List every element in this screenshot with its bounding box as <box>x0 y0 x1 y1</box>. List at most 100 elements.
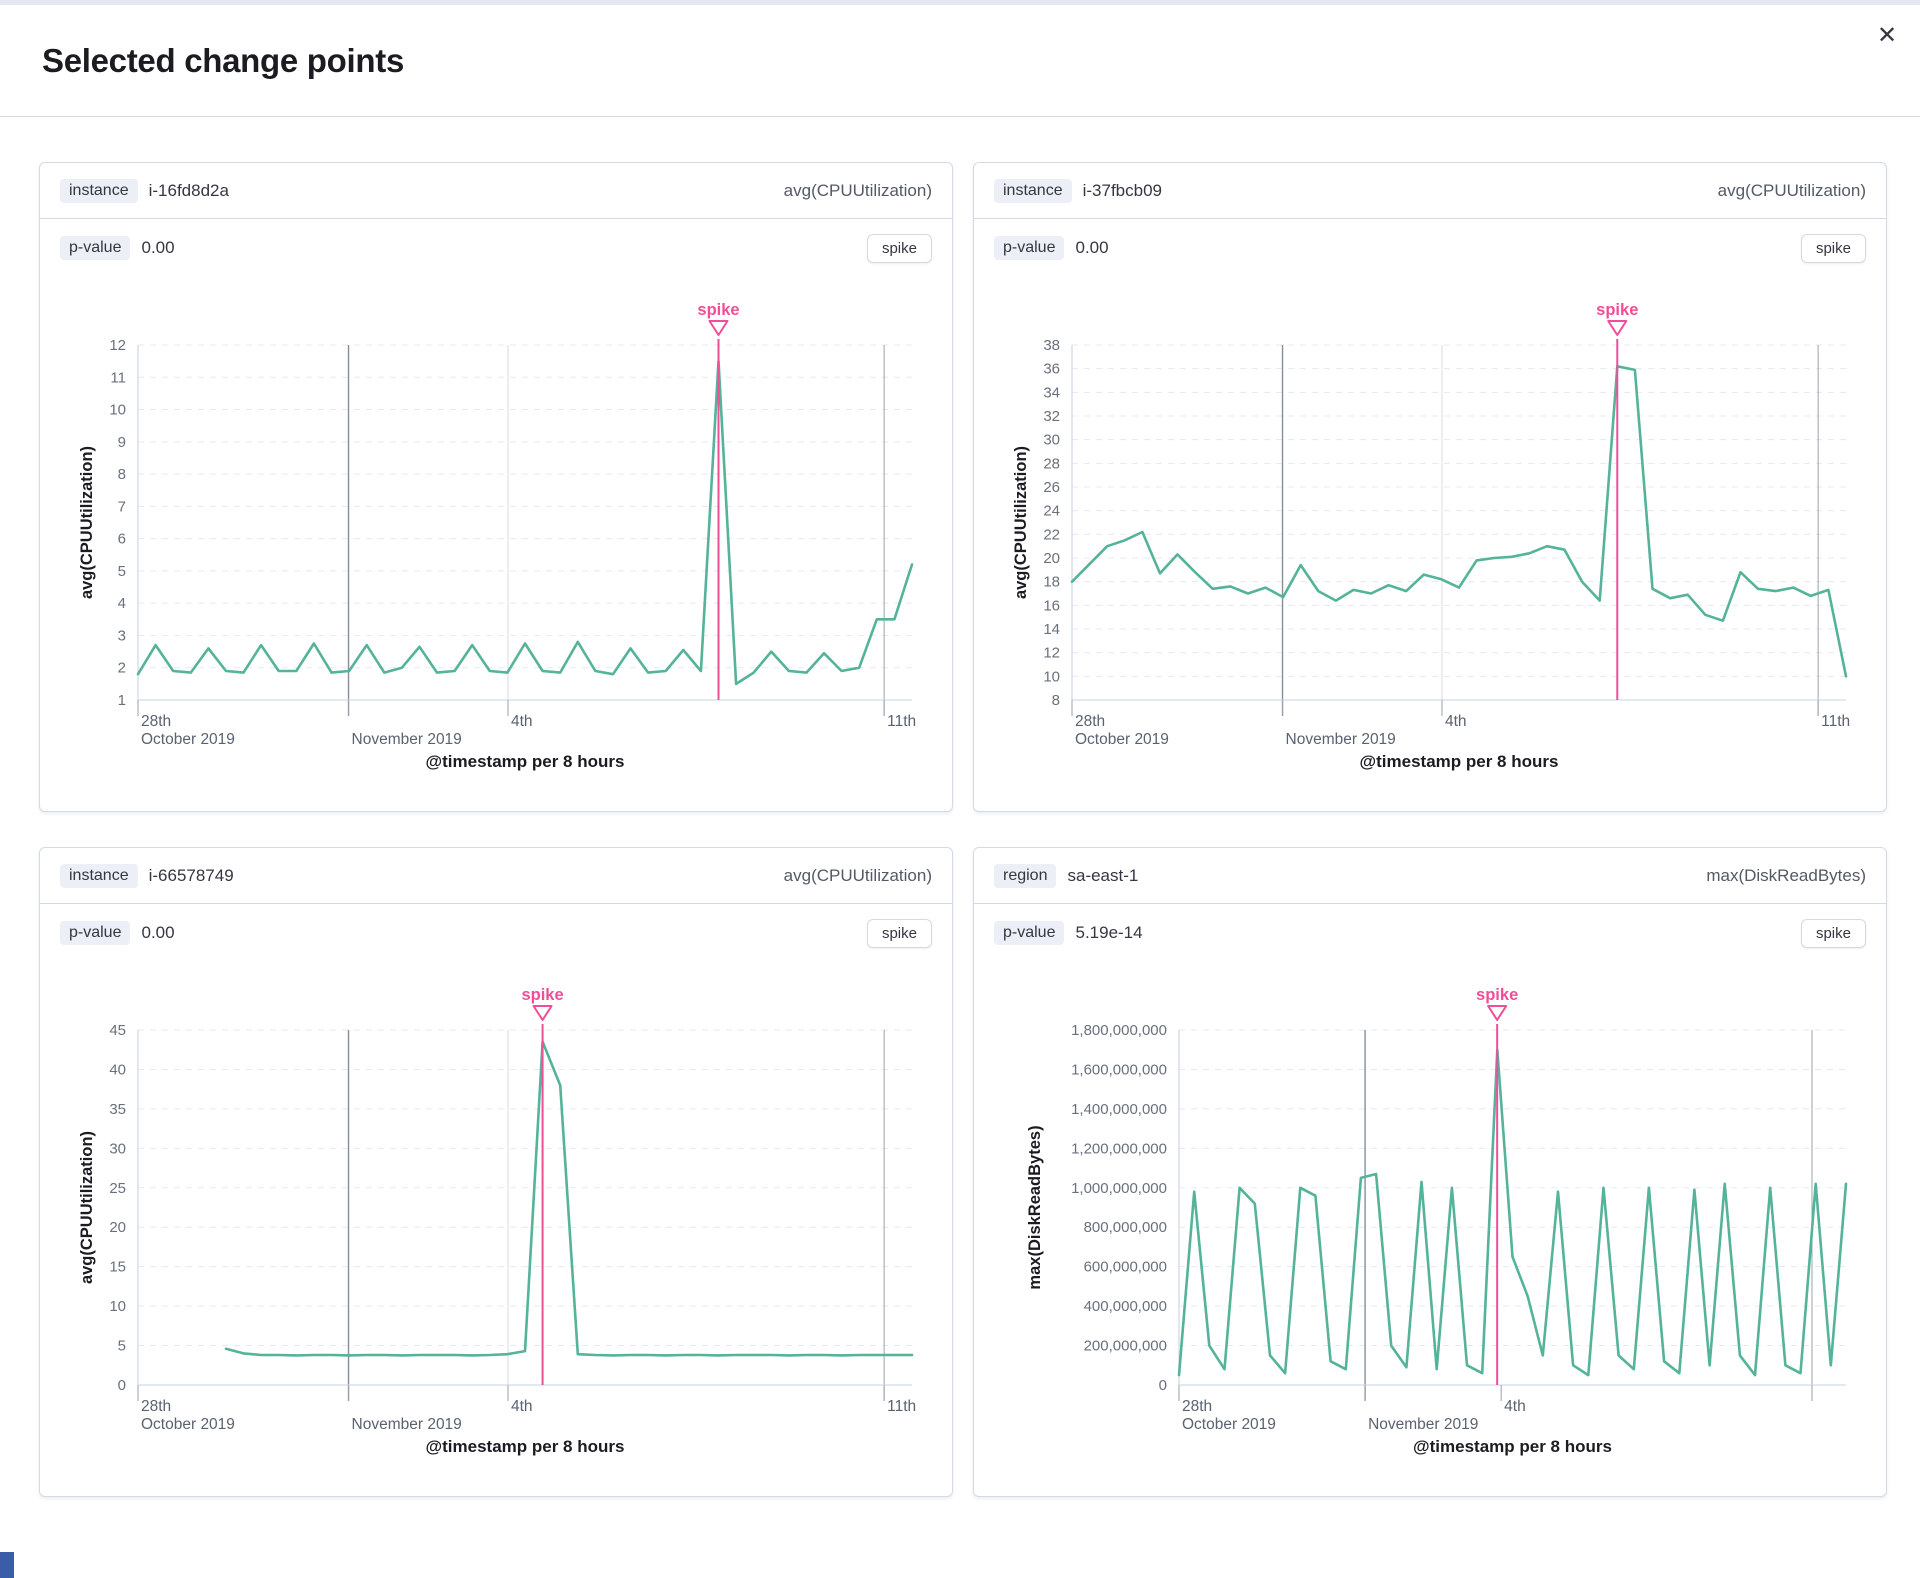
svg-text:6: 6 <box>118 531 126 548</box>
svg-text:1,600,000,000: 1,600,000,000 <box>1071 1061 1167 1078</box>
svg-text:1,400,000,000: 1,400,000,000 <box>1071 1101 1167 1118</box>
svg-text:October 2019: October 2019 <box>141 731 235 748</box>
panel-subheader: p-value 5.19e-14 spike <box>974 904 1886 962</box>
svg-text:@timestamp per 8 hours: @timestamp per 8 hours <box>1360 752 1559 771</box>
svg-text:200,000,000: 200,000,000 <box>1084 1338 1167 1355</box>
pvalue-group: p-value 0.00 <box>60 921 175 945</box>
panel-header: instance i-16fd8d2a avg(CPUUtilization) <box>40 163 952 219</box>
pvalue-value: 0.00 <box>141 238 175 257</box>
svg-text:28th: 28th <box>141 1398 171 1415</box>
entity-field-badge: instance <box>994 178 1072 203</box>
changepoint-chart: 8 10 12 14 16 18 20 22 24 26 28 30 32 34 36 38 28thOctob… <box>1012 301 1850 771</box>
svg-text:spike: spike <box>697 301 739 319</box>
svg-text:28: 28 <box>1043 455 1060 472</box>
metric-label: avg(CPUUtilization) <box>1717 180 1866 200</box>
changepoint-chart: 0 200,000,000 400,000,000 600,000,000 800,00… <box>1026 986 1848 1456</box>
svg-text:20: 20 <box>1043 550 1060 567</box>
svg-text:October 2019: October 2019 <box>1075 731 1169 748</box>
change-type-button[interactable]: spike <box>1800 918 1866 948</box>
entity-field-badge: instance <box>60 178 138 203</box>
entity-value: sa-east-1 <box>1067 865 1139 885</box>
pvalue-value: 5.19e-14 <box>1075 923 1143 942</box>
svg-text:October 2019: October 2019 <box>1182 1416 1276 1433</box>
svg-text:35: 35 <box>109 1101 126 1118</box>
panel-header: region sa-east-1 max(DiskReadBytes) <box>974 848 1886 904</box>
svg-text:1,000,000,000: 1,000,000,000 <box>1071 1180 1167 1197</box>
svg-text:3: 3 <box>118 627 126 644</box>
svg-text:@timestamp per 8 hours: @timestamp per 8 hours <box>1413 1437 1612 1456</box>
pvalue-value: 0.00 <box>1075 238 1109 257</box>
panel-header: instance i-37fbcb09 avg(CPUUtilization) <box>974 163 1886 219</box>
svg-text:5: 5 <box>118 563 126 580</box>
metric-label: avg(CPUUtilization) <box>783 180 932 200</box>
metric-label: avg(CPUUtilization) <box>783 865 932 885</box>
pvalue-group: p-value 0.00 <box>60 236 175 260</box>
svg-text:0: 0 <box>1159 1377 1167 1394</box>
change-point-panel: instance i-66578749 avg(CPUUtilization) … <box>39 847 953 1497</box>
change-type-button[interactable]: spike <box>1800 233 1866 263</box>
svg-text:30: 30 <box>1043 432 1060 449</box>
svg-text:10: 10 <box>1043 668 1060 685</box>
page-top-strip <box>0 0 1920 5</box>
svg-text:34: 34 <box>1043 384 1060 401</box>
svg-text:avg(CPUUtilization): avg(CPUUtilization) <box>78 446 96 599</box>
svg-text:15: 15 <box>109 1259 126 1276</box>
change-point-panel: instance i-16fd8d2a avg(CPUUtilization) … <box>39 162 953 812</box>
svg-text:24: 24 <box>1043 503 1060 520</box>
svg-text:800,000,000: 800,000,000 <box>1084 1219 1167 1236</box>
entity-group: region sa-east-1 <box>994 863 1139 888</box>
change-type-button[interactable]: spike <box>866 233 932 263</box>
svg-text:4th: 4th <box>511 1398 533 1415</box>
svg-text:0: 0 <box>118 1377 126 1394</box>
svg-text:12: 12 <box>1043 645 1060 662</box>
svg-text:11: 11 <box>110 369 126 386</box>
svg-text:avg(CPUUtilization): avg(CPUUtilization) <box>1012 446 1030 599</box>
change-points-grid: instance i-16fd8d2a avg(CPUUtilization) … <box>0 117 1920 1497</box>
svg-text:11th: 11th <box>887 1398 916 1415</box>
modal-title: Selected change points <box>42 41 404 79</box>
svg-text:9: 9 <box>118 434 126 451</box>
entity-group: instance i-66578749 <box>60 863 234 888</box>
svg-text:8: 8 <box>118 466 126 483</box>
svg-text:400,000,000: 400,000,000 <box>1084 1298 1167 1315</box>
svg-text:4th: 4th <box>1504 1398 1526 1415</box>
svg-text:November 2019: November 2019 <box>352 1416 462 1433</box>
svg-text:5: 5 <box>118 1338 126 1355</box>
svg-text:28th: 28th <box>1182 1398 1212 1415</box>
svg-text:32: 32 <box>1043 408 1060 425</box>
svg-text:8: 8 <box>1052 692 1060 709</box>
svg-text:spike: spike <box>1476 986 1518 1004</box>
svg-text:36: 36 <box>1043 361 1060 378</box>
entity-group: instance i-37fbcb09 <box>994 178 1162 203</box>
entity-value: i-16fd8d2a <box>148 180 229 200</box>
pvalue-group: p-value 5.19e-14 <box>994 921 1143 945</box>
pvalue-badge: p-value <box>60 921 131 945</box>
svg-text:October 2019: October 2019 <box>141 1416 235 1433</box>
svg-text:1,200,000,000: 1,200,000,000 <box>1071 1140 1167 1157</box>
svg-text:26: 26 <box>1043 479 1060 496</box>
close-icon[interactable]: ✕ <box>1868 17 1906 55</box>
metric-label: max(DiskReadBytes) <box>1706 865 1866 885</box>
panel-subheader: p-value 0.00 spike <box>974 219 1886 277</box>
svg-text:11th: 11th <box>887 713 916 730</box>
svg-text:12: 12 <box>109 337 126 354</box>
svg-text:@timestamp per 8 hours: @timestamp per 8 hours <box>426 752 625 771</box>
underlying-page-fragment <box>0 1552 14 1578</box>
svg-text:30: 30 <box>109 1140 126 1157</box>
svg-text:spike: spike <box>1596 301 1638 319</box>
change-point-panel: region sa-east-1 max(DiskReadBytes) p-va… <box>973 847 1887 1497</box>
change-type-button[interactable]: spike <box>866 918 932 948</box>
pvalue-badge: p-value <box>994 236 1065 260</box>
entity-value: i-66578749 <box>148 865 234 885</box>
svg-text:25: 25 <box>109 1180 126 1197</box>
svg-text:18: 18 <box>1043 574 1060 591</box>
change-point-panel: instance i-37fbcb09 avg(CPUUtilization) … <box>973 162 1887 812</box>
svg-text:4th: 4th <box>511 713 533 730</box>
svg-text:2: 2 <box>118 660 126 677</box>
svg-text:@timestamp per 8 hours: @timestamp per 8 hours <box>426 1437 625 1456</box>
pvalue-badge: p-value <box>60 236 131 260</box>
svg-text:38: 38 <box>1043 337 1060 354</box>
svg-text:1,800,000,000: 1,800,000,000 <box>1071 1022 1167 1039</box>
svg-text:11th: 11th <box>1821 713 1850 730</box>
